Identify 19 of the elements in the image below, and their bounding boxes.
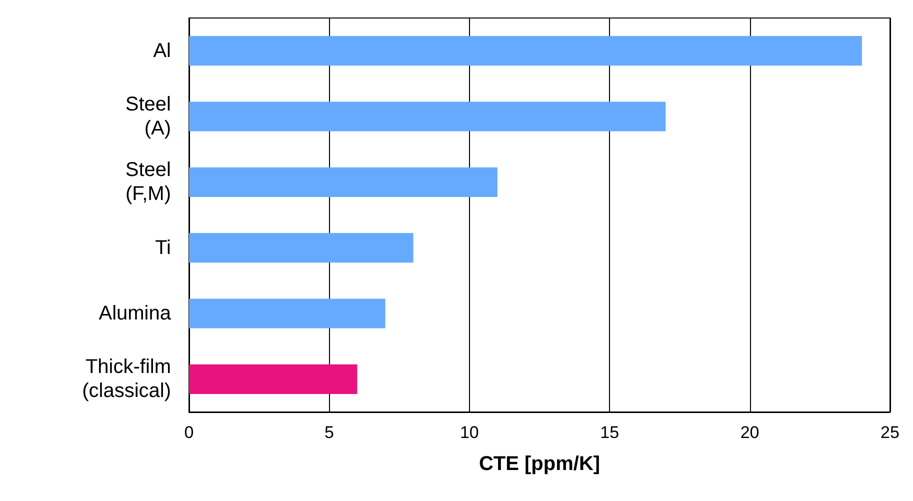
bar [189,298,386,328]
x-tick-label: 15 [600,423,620,442]
x-tick-label: 0 [184,423,194,442]
x-tick-label: 5 [324,423,334,442]
bar [189,167,498,197]
bar [189,102,666,132]
y-tick-label: Steel (A) [125,94,171,140]
bar [189,233,414,263]
y-tick-label: Steel (F,M) [125,159,171,206]
y-tick-label: Thick-film (classical) [82,356,171,402]
x-axis-title: CTE [ppm/K] [478,453,600,475]
y-tick-label: Ti [155,236,171,259]
y-tick-label: Alumina [98,302,172,324]
y-tick-label: Al [153,40,171,62]
bar [189,36,862,66]
x-tick-label: 25 [880,423,900,442]
bar [189,364,358,394]
x-tick-label: 10 [460,423,479,442]
x-tick-label: 20 [740,423,760,442]
